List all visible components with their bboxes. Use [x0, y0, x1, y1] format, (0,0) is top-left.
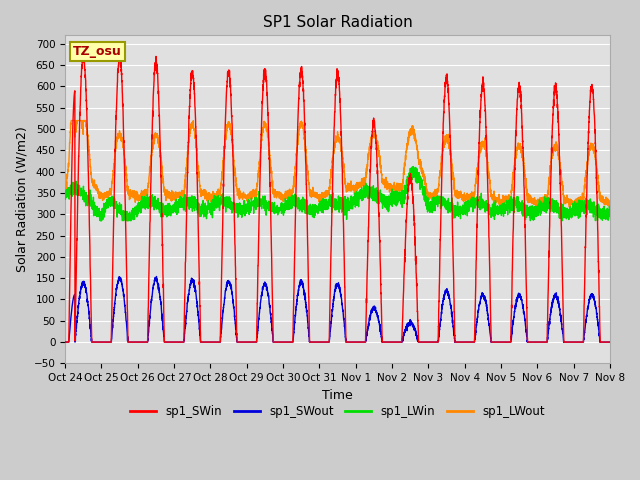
Y-axis label: Solar Radiation (W/m2): Solar Radiation (W/m2): [15, 127, 28, 272]
Text: TZ_osu: TZ_osu: [74, 45, 122, 58]
Title: SP1 Solar Radiation: SP1 Solar Radiation: [262, 15, 412, 30]
Legend: sp1_SWin, sp1_SWout, sp1_LWin, sp1_LWout: sp1_SWin, sp1_SWout, sp1_LWin, sp1_LWout: [125, 401, 550, 423]
X-axis label: Time: Time: [322, 389, 353, 402]
